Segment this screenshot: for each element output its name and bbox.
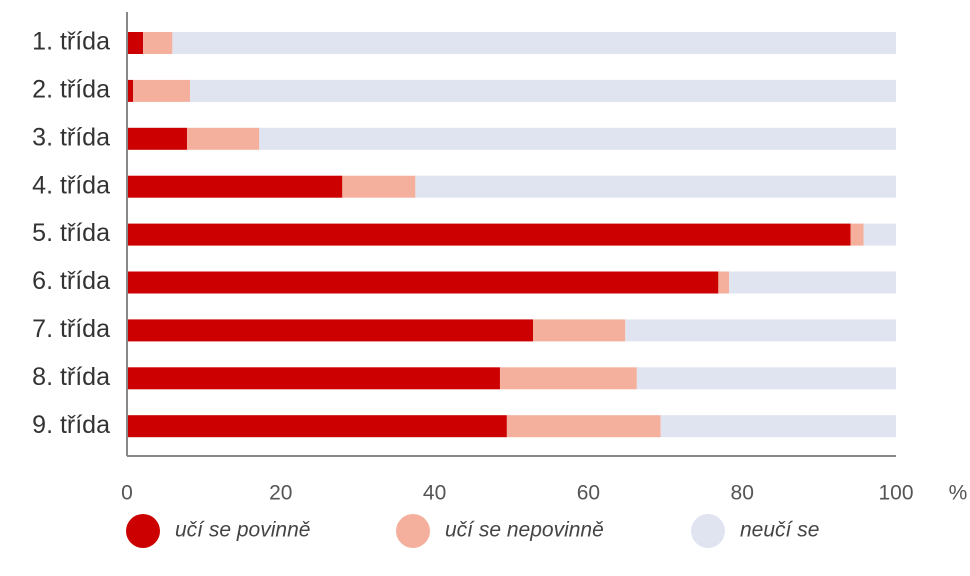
bar-segment xyxy=(186,127,260,150)
bar-segment xyxy=(127,319,534,342)
bar-segment xyxy=(127,32,144,54)
x-tick-label: 80 xyxy=(731,482,754,505)
y-tick-label: 2. třída xyxy=(32,76,110,104)
y-tick-label: 4. třída xyxy=(32,171,110,199)
bar-segment xyxy=(127,223,851,246)
bar-segment xyxy=(190,79,897,102)
bar-segment xyxy=(127,415,507,438)
bar-segment xyxy=(172,32,897,54)
bar-segment xyxy=(127,271,719,294)
y-tick-label: 7. třída xyxy=(32,315,110,343)
bar-segment xyxy=(636,367,896,390)
bar-segment xyxy=(127,79,134,102)
legend-swatch xyxy=(396,514,430,548)
bar-segment xyxy=(127,127,187,150)
y-tick-label: 1. třída xyxy=(32,28,110,56)
bar-segment xyxy=(143,32,173,54)
x-tick-label: 100 xyxy=(878,482,913,505)
bar-segment xyxy=(133,79,191,102)
x-tick-label: 20 xyxy=(269,482,292,505)
bar-segment xyxy=(718,271,730,294)
legend-swatch xyxy=(126,514,160,548)
y-tick-label: 3. třída xyxy=(32,123,110,151)
x-axis-label: % xyxy=(949,482,968,505)
bar-segment xyxy=(660,415,896,438)
legend-swatch xyxy=(691,514,725,548)
y-tick-label: 9. třída xyxy=(32,411,110,439)
bar-segment xyxy=(342,175,416,198)
y-tick-label: 6. třída xyxy=(32,267,110,295)
bar-segment xyxy=(415,175,896,198)
bar-segment xyxy=(850,223,864,246)
y-tick-label: 8. třída xyxy=(32,363,110,391)
y-tick-label: 5. třída xyxy=(32,219,110,247)
bar-segment xyxy=(506,415,661,438)
legend-label: neučí se xyxy=(740,519,819,542)
bar-segment xyxy=(127,175,343,198)
x-tick-label: 60 xyxy=(577,482,600,505)
bar-segment xyxy=(729,271,896,294)
x-tick-label: 0 xyxy=(121,482,133,505)
bar-segment xyxy=(499,367,637,390)
legend-label: učí se nepovinně xyxy=(445,519,604,542)
bar-segment xyxy=(259,127,896,150)
bar-segment xyxy=(863,223,896,246)
x-tick-label: 40 xyxy=(423,482,446,505)
bar-segment xyxy=(533,319,626,342)
legend-label: učí se povinně xyxy=(175,519,310,542)
bar-segment xyxy=(625,319,896,342)
bar-segment xyxy=(127,367,500,390)
